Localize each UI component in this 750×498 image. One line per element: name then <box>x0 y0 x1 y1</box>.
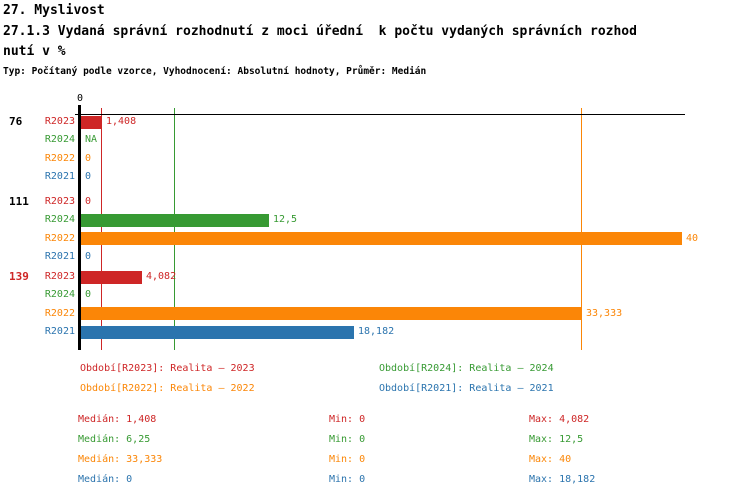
bar-r2022 <box>81 232 682 245</box>
value-label-r2024: NA <box>85 134 98 145</box>
series-label-r2022: R2022 <box>44 233 75 244</box>
value-label-r2023: 1,408 <box>106 116 137 127</box>
value-label-r2021: 0 <box>85 171 92 182</box>
value-label-r2021: 18,182 <box>358 326 395 337</box>
bar-r2021 <box>81 326 354 339</box>
bar-r2023 <box>81 271 142 284</box>
series-label-r2023: R2023 <box>44 271 75 282</box>
stat-median-r2024: Medián: 6,25 <box>78 434 151 445</box>
value-label-r2022: 0 <box>85 153 92 164</box>
value-label-r2023: 0 <box>85 196 92 207</box>
group-label: 111 <box>9 195 29 208</box>
series-label-r2021: R2021 <box>44 251 75 262</box>
stat-min-r2022: Min: 0 <box>329 454 366 465</box>
stat-min-r2021: Min: 0 <box>329 474 366 485</box>
stat-min-r2023: Min: 0 <box>329 414 366 425</box>
series-label-r2024: R2024 <box>44 134 75 145</box>
chart-title-line2: nutí v % <box>3 44 66 59</box>
group-label: 139 <box>9 270 29 283</box>
series-label-r2024: R2024 <box>44 289 75 300</box>
series-label-r2021: R2021 <box>44 326 75 337</box>
stat-max-r2021: Max: 18,182 <box>529 474 596 485</box>
value-label-r2023: 4,082 <box>146 271 177 282</box>
legend-item-r2021: Období[R2021]: Realita – 2021 <box>379 383 554 394</box>
value-label-r2022: 33,333 <box>586 308 623 319</box>
page-title: 27. Myslivost <box>3 3 105 18</box>
stat-median-r2023: Medián: 1,408 <box>78 414 157 425</box>
value-label-r2021: 0 <box>85 251 92 262</box>
chart-meta-line: Typ: Počítaný podle vzorce, Vyhodnocení:… <box>3 66 427 77</box>
chart-top-axis-line <box>75 114 685 115</box>
series-label-r2023: R2023 <box>44 116 75 127</box>
legend-item-r2023: Období[R2023]: Realita – 2023 <box>80 363 255 374</box>
stat-median-r2022: Medián: 33,333 <box>78 454 163 465</box>
stat-max-r2023: Max: 4,082 <box>529 414 590 425</box>
median-line-r2023 <box>101 108 102 350</box>
axis-tick-zero: 0 <box>77 93 84 104</box>
stat-min-r2024: Min: 0 <box>329 434 366 445</box>
bar-r2023 <box>81 116 102 129</box>
series-label-r2021: R2021 <box>44 171 75 182</box>
stat-max-r2024: Max: 12,5 <box>529 434 584 445</box>
value-label-r2024: 0 <box>85 289 92 300</box>
bar-r2022 <box>81 307 582 320</box>
value-label-r2022: 40 <box>686 233 699 244</box>
stat-max-r2022: Max: 40 <box>529 454 572 465</box>
median-line-r2024 <box>174 108 175 350</box>
series-label-r2022: R2022 <box>44 308 75 319</box>
value-label-r2024: 12,5 <box>273 214 298 225</box>
series-label-r2022: R2022 <box>44 153 75 164</box>
stat-median-r2021: Medián: 0 <box>78 474 133 485</box>
series-label-r2023: R2023 <box>44 196 75 207</box>
legend-item-r2024: Období[R2024]: Realita – 2024 <box>379 363 554 374</box>
group-label: 76 <box>9 115 23 128</box>
chart-title-line1: 27.1.3 Vydaná správní rozhodnutí z moci … <box>3 24 637 39</box>
legend-item-r2022: Období[R2022]: Realita – 2022 <box>80 383 255 394</box>
bar-r2024 <box>81 214 269 227</box>
median-line-r2022 <box>581 108 582 350</box>
chart-zero-axis <box>78 105 81 350</box>
series-label-r2024: R2024 <box>44 214 75 225</box>
